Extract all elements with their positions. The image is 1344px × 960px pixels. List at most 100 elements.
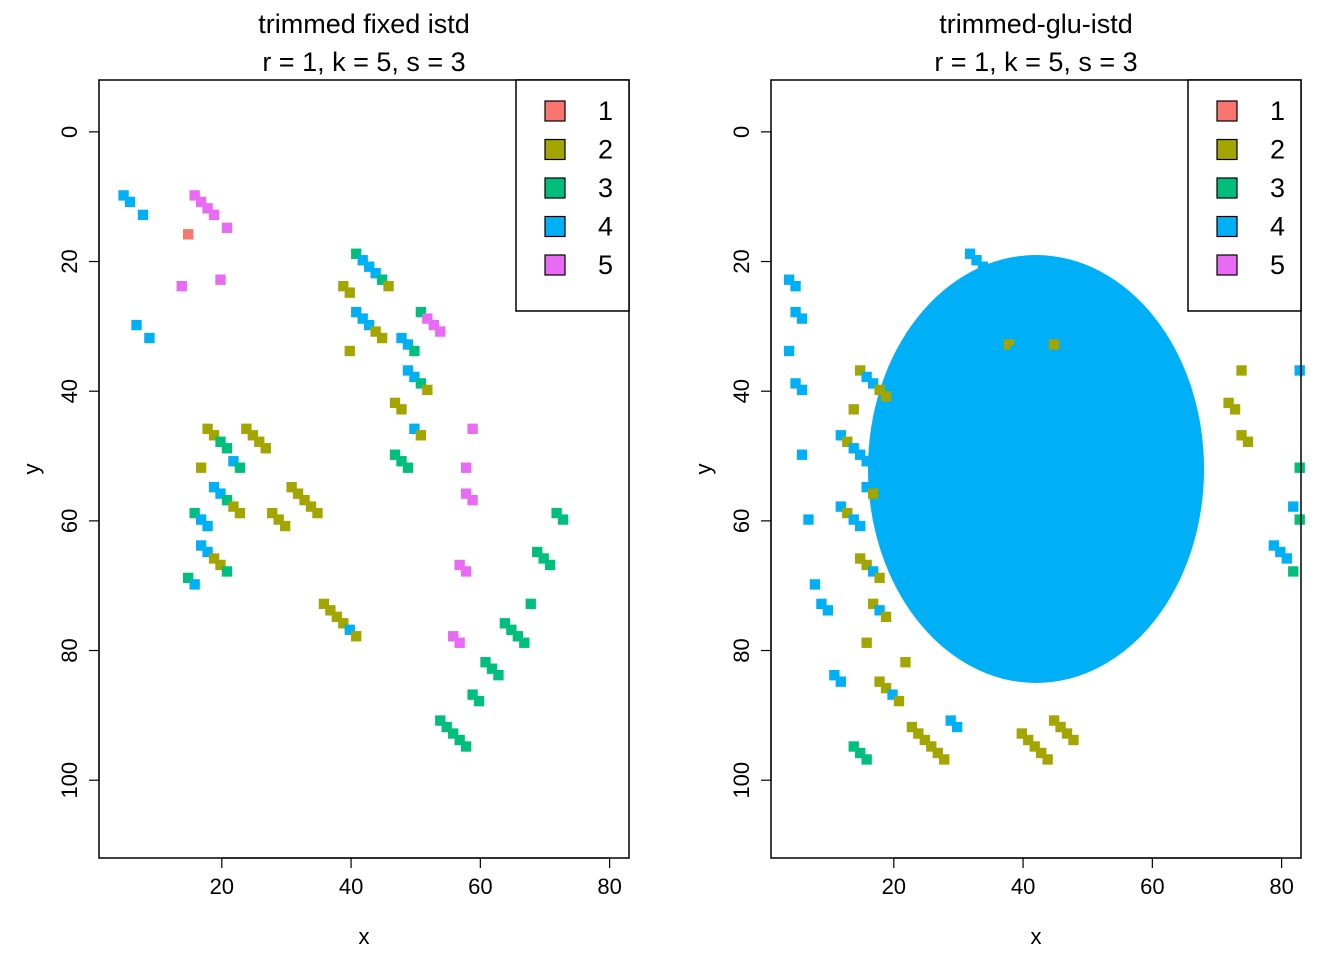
cell-24: [848, 443, 859, 454]
y-tick-label-5: 100: [729, 762, 754, 799]
cell-12: [221, 222, 233, 234]
cell-57: [357, 313, 368, 324]
cell-4: [144, 332, 155, 344]
cell-30: [1242, 436, 1254, 447]
cell-67: [396, 332, 407, 344]
cell-80: [835, 676, 846, 687]
cell-40: [874, 572, 885, 584]
x-tick-label-3: 80: [597, 874, 621, 899]
cell-8: [1023, 313, 1034, 324]
cell-85: [1275, 546, 1286, 558]
cell-71: [796, 313, 808, 324]
cell-33: [848, 514, 859, 525]
cell-27: [189, 579, 200, 590]
cell-101: [454, 734, 465, 746]
cell-16: [215, 436, 226, 447]
cell-27: [867, 462, 879, 473]
cell-113: [532, 546, 543, 558]
cell-19: [1223, 397, 1234, 409]
cell-32: [221, 566, 233, 577]
cell-21: [1236, 365, 1247, 376]
legend-swatch-5: [544, 254, 566, 276]
cell-75: [803, 514, 814, 525]
cell-29: [1236, 430, 1247, 441]
cell-72: [790, 378, 801, 389]
cell-22: [835, 430, 846, 441]
cell-45: [874, 676, 885, 687]
cell-51: [364, 261, 375, 272]
cell-91: [1294, 365, 1305, 376]
cell-7: [189, 190, 200, 201]
cell-48: [893, 695, 905, 707]
cell-44: [299, 494, 310, 506]
cell-62: [1042, 754, 1053, 765]
cell-42: [867, 598, 879, 610]
cell-1: [124, 196, 136, 208]
legend-label-5: 5: [1270, 250, 1285, 280]
cell-7: [1016, 306, 1027, 318]
cell-79: [829, 669, 840, 681]
y-tick-label-3: 60: [57, 509, 82, 533]
cell-3: [984, 268, 995, 279]
cell-67: [783, 274, 795, 285]
cell-10: [1036, 326, 1047, 337]
cell-24: [228, 501, 239, 512]
cell-92: [460, 488, 472, 499]
cell-5: [176, 280, 187, 292]
cell-54: [383, 280, 394, 292]
legend-swatch-1: [1216, 100, 1238, 122]
cell-52: [919, 734, 930, 746]
x-tick-label-1: 40: [1011, 874, 1035, 899]
panel-right: 20 40 60 80 0 20 40 60 80 100 x y trimmed-glu-istd r …: [691, 9, 1305, 949]
cell-29: [202, 546, 213, 558]
cell-13: [195, 462, 207, 473]
cell-1: [971, 255, 982, 266]
cell-38: [260, 443, 271, 454]
cell-70: [790, 306, 801, 318]
legend-swatch-4: [544, 215, 566, 238]
cell-36: [867, 488, 879, 499]
cell-56: [945, 715, 956, 726]
cell-23: [842, 436, 853, 447]
cell-58: [1016, 728, 1027, 739]
cell-59: [1023, 734, 1034, 746]
cell-117: [557, 514, 569, 525]
cell-74: [389, 449, 401, 460]
cell-89: [1294, 514, 1305, 525]
cell-55: [939, 754, 950, 765]
cell-19: [195, 514, 207, 525]
x-tick-label-0: 20: [882, 874, 906, 899]
cell-25: [234, 507, 246, 519]
cell-2: [977, 261, 989, 272]
y-tick-label-1: 20: [57, 249, 82, 273]
cell-12: [1048, 339, 1060, 350]
cell-73: [435, 326, 446, 337]
x-tick-label-0: 20: [210, 874, 234, 899]
cell-61: [1036, 747, 1047, 759]
cell-76: [402, 462, 414, 473]
region-blob-0: [867, 255, 1205, 683]
legend-label-5: 5: [598, 250, 613, 280]
cell-82: [855, 747, 866, 759]
y-tick-label-5: 100: [57, 762, 82, 799]
cell-76: [809, 579, 821, 590]
cell-70: [415, 306, 427, 318]
cell-35: [241, 423, 252, 434]
cell-63: [1048, 715, 1060, 726]
legend-label-1: 1: [598, 96, 613, 126]
cell-43: [292, 488, 304, 499]
cell-39: [267, 507, 278, 519]
cell-59: [370, 326, 381, 337]
legend-label-3: 3: [598, 173, 613, 203]
cell-69: [783, 345, 795, 357]
cell-68: [402, 339, 414, 350]
cell-46: [880, 682, 892, 694]
cell-98: [435, 715, 446, 726]
cell-94: [454, 559, 465, 571]
cell-87: [338, 618, 349, 629]
cell-50: [357, 255, 368, 266]
y-axis-label: y: [19, 464, 44, 475]
x-axis-label: x: [359, 924, 370, 949]
cell-91: [467, 423, 478, 434]
